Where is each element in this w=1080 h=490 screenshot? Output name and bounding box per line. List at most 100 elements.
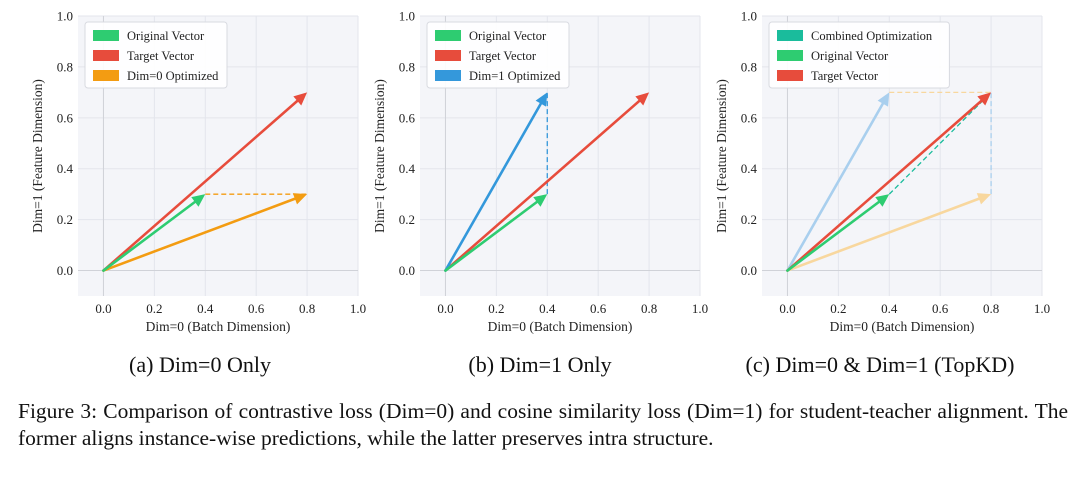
legend: Original Vector Target Vector Dim=0 Optimi… [84,21,228,89]
legend-label: Original Vector [127,29,205,43]
faded-vector-arrow [786,193,992,272]
x-tick-label: 0.0 [437,301,453,316]
x-tick-label: 0.4 [197,301,214,316]
vector-shaft [786,98,984,272]
y-tick-label: 0.8 [399,59,415,74]
subcaption-c: (c) Dim=0 & Dim=1 (TopKD) [745,352,1015,377]
vector-shaft [102,197,298,272]
legend-item: Dim=1 Optimized [435,69,561,83]
legend-box [84,21,228,89]
arrowhead [976,193,992,205]
arrowhead [875,194,890,207]
legend-item: Dim=0 Optimized [93,69,219,83]
x-tick-label: 0.6 [590,301,607,316]
legend-label: Target Vector [127,49,195,63]
arrowhead [292,193,308,205]
legend-item: Original Vector [93,29,205,43]
x-axis-label: Dim=0 (Batch Dimension) [830,319,975,334]
x-tick-label: 0.6 [248,301,265,316]
y-tick-label: 0.6 [399,110,416,125]
legend-label: Original Vector [469,29,547,43]
legend-swatch [93,50,119,61]
vector-arrow-target-vector [444,92,650,272]
legend-box [768,21,950,89]
y-tick-label: 1.0 [57,9,73,24]
x-tick-label: 0.8 [299,301,315,316]
legend-label: Dim=1 Optimized [469,69,561,83]
y-tick-label: 0.0 [399,263,415,278]
plot-content [102,92,308,272]
vector-arrow-original-vector [786,194,890,272]
plot-content [444,92,650,272]
x-tick-label: 1.0 [1034,301,1050,316]
legend-label: Target Vector [811,69,879,83]
vector-shaft [102,98,300,272]
legend-item: Combined Optimization [777,29,933,43]
legend-swatch [93,30,119,41]
legend-label: Original Vector [811,49,889,63]
chart-panel-a: 0.0 0.2 0.4 0.6 0.8 1.0 0.0 0.2 0.4 0.6 0.8 1.0 Dim=… [30,9,366,335]
legend-swatch [435,70,461,81]
y-tick-label: 0.0 [741,263,757,278]
vector-shaft [786,101,885,272]
legend-swatch [777,30,803,41]
legend-swatch [93,70,119,81]
x-tick-label: 0.8 [641,301,657,316]
vector-arrow-original-vector [102,194,206,272]
vector-arrow-dim-0-optimized [102,193,308,272]
legend-swatch [435,30,461,41]
legend-swatch [777,50,803,61]
arrowhead [535,92,548,107]
x-tick-label: 1.0 [350,301,366,316]
vector-shaft [102,200,197,272]
vector-arrow-target-vector [102,92,308,272]
chart-panel-b: 0.0 0.2 0.4 0.6 0.8 1.0 0.0 0.2 0.4 0.6 0.8 1.0 Dim=… [372,9,708,335]
y-tick-label: 0.4 [399,161,416,176]
vector-shaft [444,200,539,272]
y-tick-label: 1.0 [741,9,757,24]
x-axis-label: Dim=0 (Batch Dimension) [146,319,291,334]
vector-shaft [786,197,982,272]
x-axis-label: Dim=0 (Batch Dimension) [488,319,633,334]
y-tick-label: 0.4 [57,161,74,176]
chart-panel-c: 0.0 0.2 0.4 0.6 0.8 1.0 0.0 0.2 0.4 0.6 0.8 1.0 Dim=… [714,9,1050,335]
arrowhead [191,194,206,207]
vector-arrow-target-vector [786,92,992,272]
x-tick-label: 0.0 [779,301,795,316]
legend-item: Original Vector [435,29,547,43]
legend-label: Dim=0 Optimized [127,69,219,83]
x-tick-label: 0.8 [983,301,999,316]
x-tick-label: 0.2 [146,301,162,316]
arrowhead [533,194,548,207]
vector-shaft [444,98,642,272]
x-tick-label: 0.6 [932,301,949,316]
legend-label: Target Vector [469,49,537,63]
legend-item: Original Vector [777,49,889,63]
y-tick-label: 0.6 [741,110,758,125]
y-tick-label: 1.0 [399,9,415,24]
figure-3-charts: 0.0 0.2 0.4 0.6 0.8 1.0 0.0 0.2 0.4 0.6 0.8 1.0 Dim=… [30,9,1050,335]
y-tick-label: 0.6 [57,110,74,125]
arrowhead [293,92,308,106]
vector-arrow-dim-1-optimized [444,92,548,272]
x-tick-label: 1.0 [692,301,708,316]
vector-shaft [786,200,881,272]
legend-swatch [435,50,461,61]
arrowhead [977,92,992,106]
y-tick-label: 0.8 [741,59,757,74]
x-tick-label: 0.2 [830,301,846,316]
y-axis-label: Dim=1 (Feature Dimension) [714,79,729,233]
vector-arrow-original-vector [444,194,548,272]
subcaption-b: (b) Dim=1 Only [468,352,612,377]
y-tick-label: 0.2 [399,212,415,227]
subcaption-a: (a) Dim=0 Only [129,352,271,377]
vector-shaft [444,101,543,272]
y-tick-label: 0.2 [741,212,757,227]
plot-content [786,91,992,272]
x-tick-label: 0.2 [488,301,504,316]
y-tick-label: 0.8 [57,59,73,74]
legend: Original Vector Target Vector Dim=1 Optimi… [426,21,570,89]
arrowhead [635,92,650,106]
figure-caption: Figure 3: Comparison of contrastive loss… [18,399,1068,450]
arrowhead [877,92,890,107]
